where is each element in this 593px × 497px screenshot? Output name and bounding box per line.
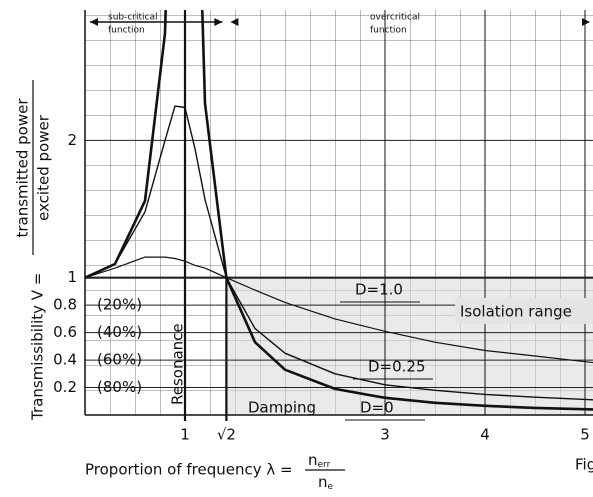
y-axis-title: Transmissibility V = transmitted power e… (14, 80, 53, 421)
annotation: function (370, 26, 407, 36)
y-tick-label: 1 (67, 268, 77, 286)
y-tick-label: 0.8 (53, 296, 77, 314)
fraction-sub: err (318, 460, 331, 470)
annotation: Isolation range (460, 303, 572, 321)
y-axis-label: Transmissibility V = (29, 273, 47, 421)
y-tick-label: 0.6 (53, 323, 77, 341)
y-tick-label: 2 (67, 131, 77, 149)
annotation: Resonance (169, 323, 187, 405)
fraction-base: n (308, 451, 318, 469)
series-label: D=0 (360, 399, 394, 417)
x-axis-label: Proportion of frequency λ = (85, 461, 293, 479)
x-tick-label: 1 (180, 426, 190, 444)
x-tick-label: √2 (217, 426, 236, 444)
x-axis-fraction-part: nerr (308, 451, 331, 470)
curves (85, 10, 593, 411)
label-bg (455, 298, 593, 324)
series-label: D=0.25 (368, 358, 426, 376)
y-axis-denominator: excited power (35, 114, 53, 221)
fraction-base: n (318, 473, 328, 491)
x-tick-label: 3 (380, 426, 390, 444)
x-axis-fraction-part: ne (318, 473, 334, 492)
damping-label: (80%) (97, 378, 142, 396)
y-tick-label: 0.2 (53, 378, 77, 396)
annotation: Damping (248, 399, 316, 417)
damping-label: (40%) (97, 323, 142, 341)
annotation: function (108, 26, 145, 36)
y-axis-numerator: transmitted power (14, 98, 32, 238)
damping-label: (20%) (97, 296, 142, 314)
series-label: D=1.0 (355, 281, 403, 299)
annotation: overcritical (370, 13, 420, 23)
annotation: Fig (575, 456, 593, 474)
x-tick-label: 4 (480, 426, 490, 444)
fraction-sub: e (328, 482, 334, 492)
annotation: sub-critical (108, 13, 158, 23)
x-tick-label: 5 (580, 426, 590, 444)
curve (85, 256, 593, 364)
y-tick-label: 0.4 (53, 351, 77, 369)
damping-label: (60%) (97, 351, 142, 369)
